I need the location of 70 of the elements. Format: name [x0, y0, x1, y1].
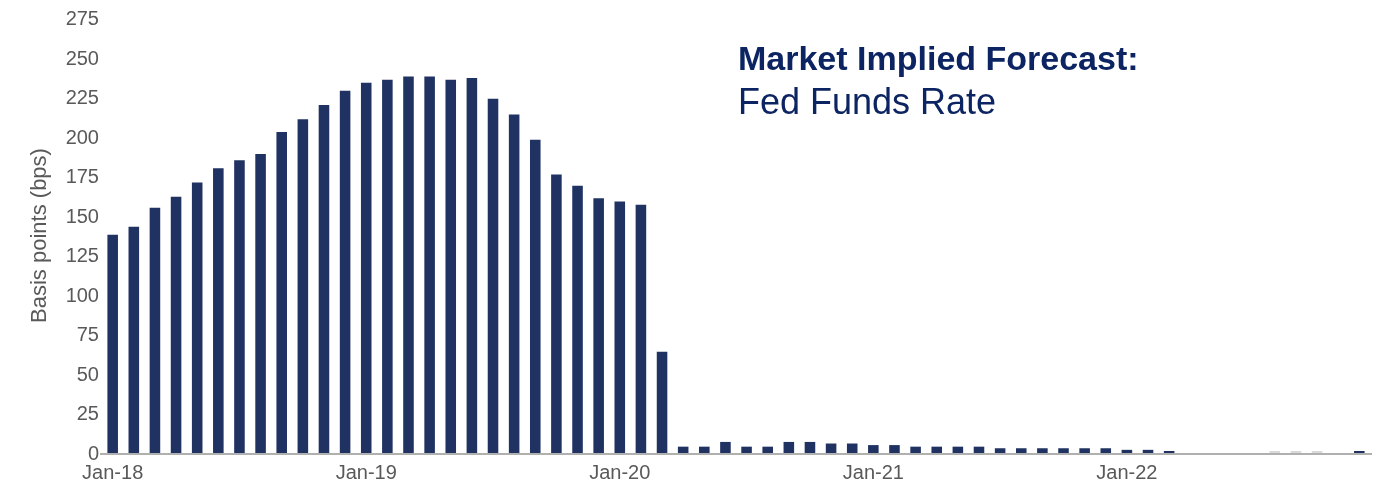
bar [593, 198, 604, 453]
bar [931, 446, 943, 453]
bar [720, 441, 731, 453]
bar [445, 79, 457, 453]
bar [234, 160, 245, 453]
bar [107, 234, 118, 453]
bar [255, 154, 266, 453]
bar [318, 105, 330, 453]
bar [910, 446, 921, 453]
bar [1142, 449, 1154, 453]
y-tick-label: 200 [65, 125, 99, 148]
x-tick-label: Jan-18 [82, 461, 144, 483]
y-tick-label: 125 [65, 244, 99, 267]
bar [973, 446, 985, 453]
bar [128, 226, 140, 453]
y-tick-label: 25 [76, 402, 99, 425]
bar [551, 174, 562, 453]
x-tick-label: Jan-22 [1096, 461, 1158, 483]
bar [529, 139, 541, 453]
bar [635, 204, 647, 453]
bar [1015, 448, 1027, 453]
bar [191, 182, 203, 453]
bar [699, 446, 710, 453]
y-tick-label: 50 [76, 362, 99, 385]
bar [1121, 449, 1133, 453]
bar [614, 201, 626, 453]
bar [825, 443, 837, 453]
bar [783, 441, 795, 453]
bar [170, 196, 182, 453]
bar [994, 448, 1006, 453]
bar [339, 90, 351, 453]
y-tick-label: 0 [87, 442, 99, 464]
bar [741, 446, 752, 453]
bar [466, 78, 478, 453]
y-tick-label: 250 [65, 46, 99, 69]
bar [846, 443, 858, 453]
bar [762, 446, 773, 453]
bar [424, 76, 435, 453]
bar [487, 98, 499, 453]
bar [149, 207, 161, 453]
y-tick-label: 150 [65, 204, 99, 227]
x-tick-label: Jan-20 [589, 461, 651, 483]
y-tick-label: 100 [65, 283, 99, 306]
bar [360, 82, 372, 453]
bar [403, 76, 414, 453]
bar [1058, 448, 1069, 453]
x-tick-label: Jan-21 [842, 461, 904, 483]
y-tick-label: 75 [76, 323, 99, 346]
bar [276, 131, 287, 453]
bar [804, 441, 816, 453]
y-tick-label: 175 [65, 165, 99, 188]
bar [868, 445, 879, 453]
bar [382, 79, 393, 453]
y-tick-label: 275 [65, 7, 99, 29]
bar [1037, 448, 1048, 453]
bar [572, 185, 583, 453]
bar [213, 168, 224, 453]
bar [1079, 448, 1090, 453]
bar [508, 114, 520, 453]
y-tick-label: 225 [65, 86, 99, 109]
text: Fed Funds Rate [738, 81, 997, 122]
bar [656, 351, 668, 453]
text: Market Implied Forecast: [738, 39, 1139, 77]
y-axis-title: Basis points (bps) [26, 148, 52, 323]
bar [677, 446, 689, 453]
bar [952, 446, 964, 453]
bar [1100, 448, 1112, 453]
bar [889, 445, 900, 453]
bar [297, 119, 309, 453]
x-tick-label: Jan-19 [335, 461, 397, 483]
